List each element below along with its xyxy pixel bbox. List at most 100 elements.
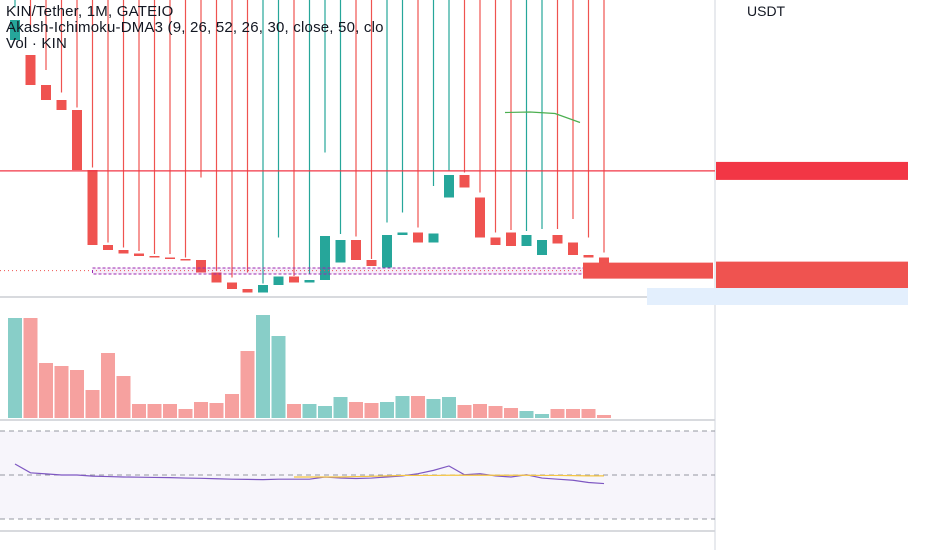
candle-body-2023-05	[289, 276, 299, 283]
volume-bar-2022-02	[54, 366, 69, 418]
volume-bar-2024-02	[426, 399, 441, 418]
volume-bar-2024-03	[442, 397, 456, 418]
candle-body-2021-11	[10, 20, 20, 40]
axis-unit: USDT	[747, 3, 786, 19]
volume-bar-2024-08	[519, 411, 534, 418]
candle-2023-03[interactable]	[258, 0, 268, 293]
volume-bar-2023-02	[240, 351, 255, 418]
candle-2022-01[interactable]	[41, 0, 51, 100]
candle-body-2024-09	[537, 240, 547, 255]
candle-2022-09[interactable]	[165, 0, 175, 259]
candle-body-2023-06	[304, 280, 315, 283]
candle-2024-07[interactable]	[506, 0, 516, 246]
volume-bar-2023-01	[225, 394, 239, 418]
volume-bar-2021-11	[8, 318, 22, 418]
rsi-pane[interactable]	[0, 430, 715, 520]
candle-body-2024-02	[428, 233, 439, 243]
support-zone-box	[92, 267, 605, 275]
candle-2024-11[interactable]	[568, 0, 578, 255]
candle-body-2024-08	[521, 235, 532, 246]
volume-bar-2022-10	[178, 409, 193, 418]
candle-2024-01[interactable]	[413, 0, 423, 243]
candle-2023-07[interactable]	[320, 0, 330, 280]
volume-bar-2023-06	[302, 404, 317, 418]
candle-2024-12[interactable]	[583, 0, 594, 258]
legend-volume[interactable]: Vol · KIN	[6, 35, 67, 52]
candle-2024-02[interactable]	[428, 0, 439, 243]
candle-2023-10[interactable]	[366, 0, 377, 266]
volume-bar-2022-06	[116, 376, 131, 418]
candle-2024-05[interactable]	[475, 0, 485, 238]
candle-2024-09[interactable]	[537, 0, 547, 255]
candle-body-2022-05	[103, 245, 113, 250]
candle-body-2023-12	[397, 232, 408, 235]
legend-symbol[interactable]: KIN/Tether, 1M, GATEIO	[6, 3, 174, 20]
volume-bar-2022-07	[132, 404, 146, 418]
candle-2024-03[interactable]	[444, 0, 454, 198]
price-markers	[583, 161, 908, 305]
candle-2023-02[interactable]	[242, 0, 253, 293]
candle-body-2024-11	[568, 242, 578, 255]
candle-body-2023-01	[227, 282, 237, 289]
candle-body-2022-11	[196, 260, 206, 273]
volume-bar-2024-10	[550, 409, 565, 418]
candle-2022-10[interactable]	[180, 0, 191, 261]
candle-2024-08[interactable]	[521, 0, 532, 246]
candle-2022-08[interactable]	[149, 0, 160, 258]
resistance-price-label-bg	[716, 161, 908, 180]
legend-indicator[interactable]: Akash-Ichimoku-DMA3 (9, 26, 52, 26, 30, …	[6, 19, 384, 36]
candle-body-2022-12	[211, 272, 222, 283]
candle-2022-12[interactable]	[211, 0, 222, 283]
candle-2023-08[interactable]	[335, 0, 346, 263]
candle-2022-11[interactable]	[196, 0, 206, 273]
volume-bar-2021-12	[23, 318, 38, 418]
candle-2023-11[interactable]	[382, 0, 392, 268]
candle-body-2022-01	[41, 85, 51, 100]
candle-2022-06[interactable]	[118, 0, 129, 254]
volume-pane	[8, 315, 611, 418]
volume-bar-2024-11	[566, 409, 580, 418]
rsi-ma-line	[294, 474, 604, 478]
candle-body-2024-04	[459, 175, 470, 188]
price-axis[interactable]: USDT	[747, 3, 786, 19]
candle-2023-01[interactable]	[227, 0, 237, 289]
candle-body-2022-03	[72, 110, 82, 170]
volume-bar-2024-12	[581, 409, 596, 418]
candle-2021-12[interactable]	[25, 0, 36, 85]
volume-bar-2023-10	[364, 403, 379, 418]
price-pane[interactable]	[0, 0, 715, 293]
volume-bar-2023-12	[395, 396, 410, 418]
candle-body-2022-08	[149, 256, 160, 258]
candle-2024-06[interactable]	[490, 0, 501, 245]
candle-2023-05[interactable]	[289, 0, 299, 283]
candle-2024-04[interactable]	[459, 0, 470, 188]
candle-body-2022-10	[180, 259, 191, 261]
candle-2023-12[interactable]	[397, 0, 408, 235]
candle-2022-04[interactable]	[87, 0, 98, 245]
volume-bar-2022-04	[85, 390, 100, 418]
candle-2022-03[interactable]	[72, 0, 82, 170]
grid-layer	[0, 0, 716, 550]
candle-body-2022-04	[87, 170, 98, 245]
symbol-label-bg	[583, 262, 713, 279]
candle-2022-07[interactable]	[134, 0, 144, 256]
candle-2023-09[interactable]	[351, 0, 361, 260]
candle-2021-11[interactable]	[10, 0, 20, 40]
volume-bar-2024-05	[473, 404, 487, 418]
candle-body-2024-05	[475, 197, 485, 238]
candle-2022-05[interactable]	[103, 0, 113, 250]
candle-body-2024-12	[583, 255, 594, 258]
volume-bar-2022-11	[194, 402, 208, 418]
volume-bar-2024-07	[504, 408, 518, 418]
candle-body-2023-09	[351, 240, 361, 260]
volume-bar-2023-05	[287, 404, 301, 418]
volume-bar-2023-07	[318, 406, 332, 418]
volume-bar-2024-06	[488, 406, 503, 418]
candle-2022-02[interactable]	[56, 0, 67, 110]
candle-2023-06[interactable]	[304, 0, 315, 283]
volume-bar-2022-12	[209, 403, 224, 418]
candle-body-2021-12	[25, 55, 36, 85]
candle-2023-04[interactable]	[273, 0, 284, 285]
volume-bar-2024-01	[411, 396, 425, 418]
